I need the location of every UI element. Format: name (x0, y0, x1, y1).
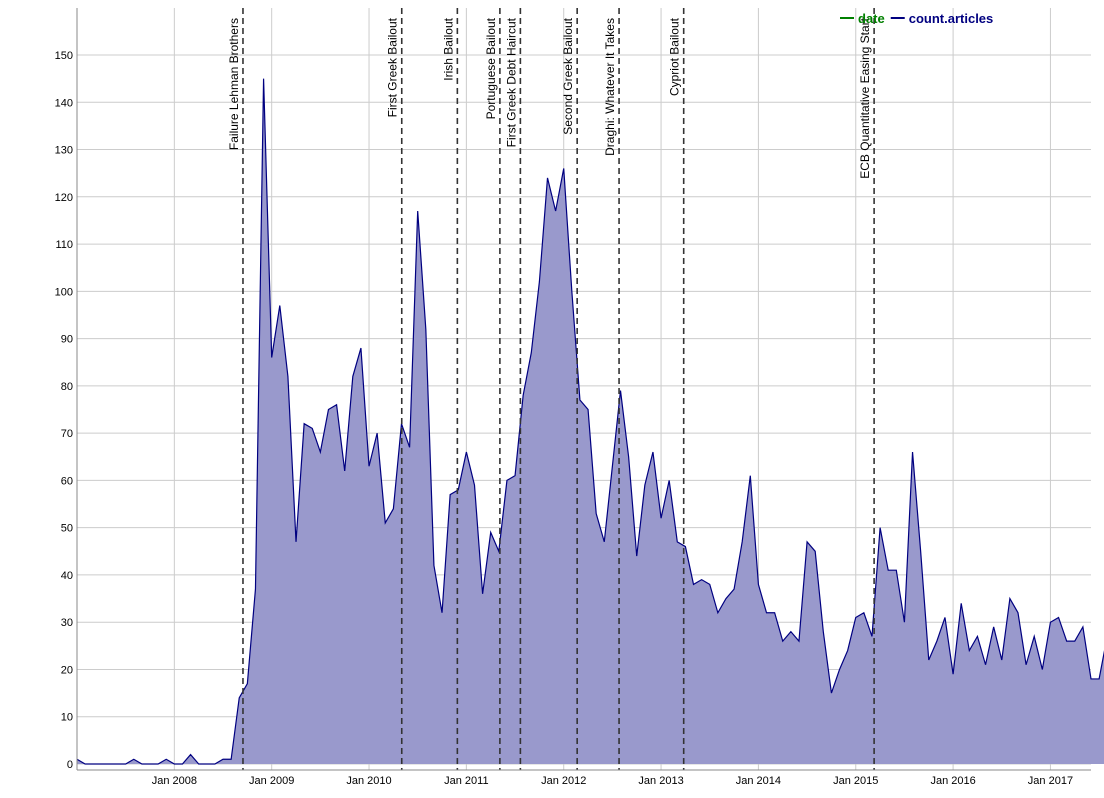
x-tick-label: Jan 2009 (249, 775, 294, 787)
event-label: ECB Quantitative Easing Start (858, 17, 872, 178)
y-tick-label: 90 (61, 334, 73, 346)
y-tick-label: 60 (61, 475, 73, 487)
event-label: Draghi: Whatever It Takes (603, 18, 617, 156)
x-tick-label: Jan 2010 (346, 775, 391, 787)
y-tick-label: 10 (61, 712, 73, 724)
y-tick-label: 150 (55, 50, 73, 62)
y-tick-label: 70 (61, 428, 73, 440)
event-label: Cypriot Bailout (668, 17, 682, 96)
y-tick-label: 110 (55, 239, 73, 251)
x-tick-label: Jan 2014 (736, 775, 781, 787)
y-tick-label: 50 (61, 523, 73, 535)
area-layer (76, 78, 1104, 765)
event-label: Second Greek Bailout (561, 17, 575, 134)
x-tick-label: Jan 2008 (152, 775, 197, 787)
legend-label: date (858, 11, 885, 26)
axes: 0 10 20 30 40 50 60 70 80 90 100 110 120 130 140 150 Jan… (55, 8, 1091, 787)
event-label: Failure Lehman Brothers (227, 18, 241, 150)
x-tick-label: Jan 2011 (444, 775, 488, 787)
event-label: First Greek Bailout (386, 17, 400, 117)
y-tick-label: 40 (61, 570, 73, 582)
y-tick-label: 130 (55, 145, 73, 157)
y-tick-label: 30 (61, 617, 73, 629)
event-label: Irish Bailout (441, 17, 455, 80)
y-tick-label: 120 (55, 192, 73, 204)
event-markers: Failure Lehman Brothers First Greek Bailo… (227, 8, 875, 770)
x-tick-label: Jan 2015 (833, 775, 878, 787)
x-tick-label: Jan 2012 (541, 775, 586, 787)
x-tick-label: Jan 2016 (930, 775, 975, 787)
y-tick-label: 20 (61, 664, 73, 676)
x-tick-label: Jan 2017 (1028, 775, 1073, 787)
series-area (77, 78, 1104, 764)
event-label: Portuguese Bailout (484, 17, 498, 119)
y-tick-label: 0 (67, 759, 73, 771)
series-line (76, 78, 1104, 765)
y-tick-label: 140 (55, 97, 73, 109)
legend: date count.articles (840, 11, 993, 26)
y-tick-label: 100 (55, 286, 73, 298)
x-tick-label: Jan 2013 (638, 775, 683, 787)
y-tick-label: 80 (61, 381, 73, 393)
event-label: First Greek Debt Haircut (504, 17, 518, 147)
legend-label: count.articles (909, 11, 994, 26)
